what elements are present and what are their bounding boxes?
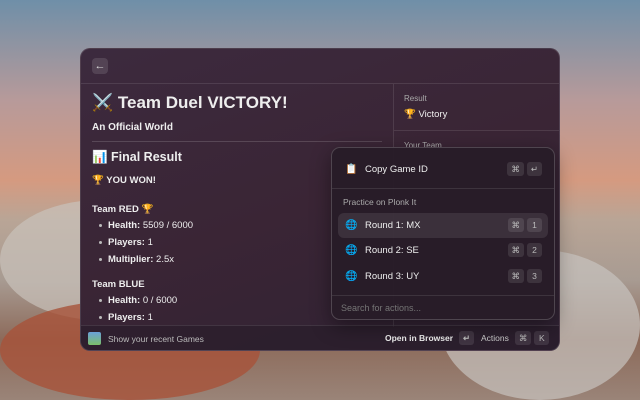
actions-popup: 📋 Copy Game ID ⌘ ↵ Practice on Plonk It 🌐…: [331, 147, 555, 320]
divider: [394, 130, 559, 131]
header: ←: [81, 49, 559, 84]
back-button[interactable]: ←: [92, 58, 108, 74]
round-3-action[interactable]: 🌐 Round 3: UY ⌘ 3: [338, 264, 548, 289]
globe-icon: 🌐: [345, 220, 358, 231]
copy-game-id-action[interactable]: 📋 Copy Game ID ⌘ ↵: [338, 157, 548, 182]
recent-games-link[interactable]: Show your recent Games: [108, 334, 204, 344]
stat-item: Players: 1: [99, 237, 382, 254]
metadata-value: 🏆 Victory: [404, 109, 448, 120]
stat-item: Health: 0 / 6000: [99, 295, 382, 312]
team-stats: Health: 5509 / 6000 Players: 1 Multiplie…: [92, 220, 382, 271]
stat-item: Players: 1: [99, 312, 382, 327]
team-name: Team RED 🏆: [92, 204, 154, 215]
subtitle: An Official World: [92, 122, 382, 142]
result-text: 🏆 YOU WON!: [92, 175, 156, 186]
metadata-label: Your Team: [404, 141, 442, 150]
section-label: Practice on Plonk It: [343, 197, 417, 207]
metadata-label: Result: [404, 94, 427, 103]
divider: [332, 188, 554, 189]
round-2-action[interactable]: 🌐 Round 2: SE ⌘ 2: [338, 238, 548, 263]
team-stats: Health: 0 / 6000 Players: 1: [92, 295, 382, 327]
open-in-browser-button[interactable]: Open in Browser ↵: [385, 331, 475, 345]
page-title: ⚔️ Team Duel VICTORY!: [92, 93, 288, 112]
search-actions-input[interactable]: [341, 301, 545, 315]
section-heading: 📊 Final Result: [92, 150, 182, 164]
divider: [332, 295, 554, 296]
stat-item: Multiplier: 2.5x: [99, 254, 382, 271]
team-name: Team BLUE: [92, 279, 145, 290]
stat-item: Health: 5509 / 6000: [99, 220, 382, 237]
clipboard-icon: 📋: [345, 164, 358, 175]
detail-content: ⚔️ Team Duel VICTORY! An Official World …: [81, 84, 393, 327]
globe-icon: 🌐: [345, 245, 358, 256]
arrow-left-icon: ←: [94, 60, 106, 72]
round-1-action[interactable]: 🌐 Round 1: MX ⌘ 1: [338, 213, 548, 238]
actions-button[interactable]: Actions ⌘ K: [481, 331, 550, 345]
footer: Show your recent Games Open in Browser ↵ …: [81, 325, 559, 350]
avatar: [88, 332, 101, 345]
globe-icon: 🌐: [345, 271, 358, 282]
